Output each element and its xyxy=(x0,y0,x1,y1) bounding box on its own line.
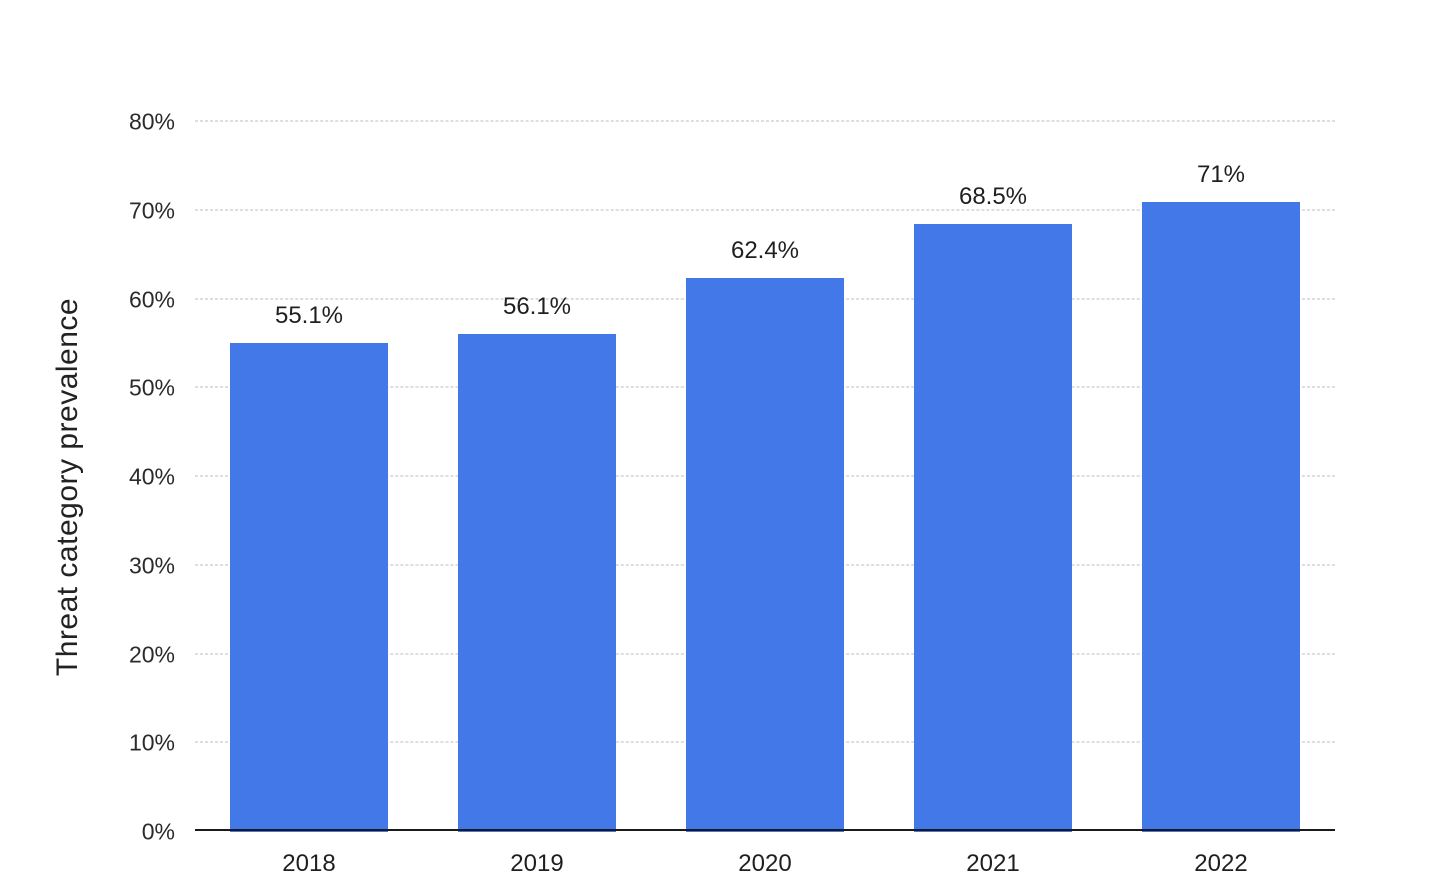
y-tick-label: 80% xyxy=(128,108,175,135)
y-tick-label: 20% xyxy=(128,641,175,667)
bar-2020[interactable] xyxy=(686,278,844,832)
bar-2019[interactable] xyxy=(458,334,616,832)
bar-slot-2018: 55.1% 2018 xyxy=(195,122,423,877)
bar-slot-2020: 62.4% 2020 xyxy=(651,122,879,877)
x-axis-label: 2021 xyxy=(966,850,1020,877)
y-tick-label: 10% xyxy=(128,729,175,756)
bar-value-label: 55.1% xyxy=(274,302,344,329)
bar-value-label: 56.1% xyxy=(502,293,572,321)
y-tick-label: 30% xyxy=(128,552,175,579)
y-tick-label: 60% xyxy=(128,286,175,312)
x-axis-line xyxy=(195,829,1335,831)
x-axis-label: 2020 xyxy=(738,850,792,877)
gridline xyxy=(195,209,1335,211)
bars-row: 55.1% 2018 56.1% 2019 62.4% 2020 68.5% 2021 71% 2… xyxy=(195,122,1335,877)
bar-value-label: 62.4% xyxy=(730,237,800,265)
y-tick-label: 70% xyxy=(128,197,175,224)
bar-value-label: 68.5% xyxy=(958,183,1028,211)
x-axis-label: 2019 xyxy=(510,850,564,877)
bar-slot-2021: 68.5% 2021 xyxy=(879,122,1107,877)
plot-area: 55.1% 2018 56.1% 2019 62.4% 2020 68.5% 2021 71% 2… xyxy=(129,109,1335,877)
y-tick-label: 40% xyxy=(128,463,175,490)
bar-2018[interactable] xyxy=(230,343,388,832)
bar-2022[interactable] xyxy=(1142,201,1300,832)
x-axis-label: 2018 xyxy=(282,850,336,877)
y-tick-label: 0% xyxy=(141,818,175,845)
bar-2021[interactable] xyxy=(914,224,1072,832)
bar-slot-2019: 56.1% 2019 xyxy=(423,122,651,877)
bar-slot-2022: 71% 2022 xyxy=(1107,122,1335,877)
gridline xyxy=(195,120,1335,122)
x-axis-label: 2022 xyxy=(1194,850,1248,877)
y-axis-title: Threat category prevalence xyxy=(51,297,84,677)
y-tick-label: 50% xyxy=(128,374,175,401)
bar-value-label: 71% xyxy=(1196,160,1246,188)
